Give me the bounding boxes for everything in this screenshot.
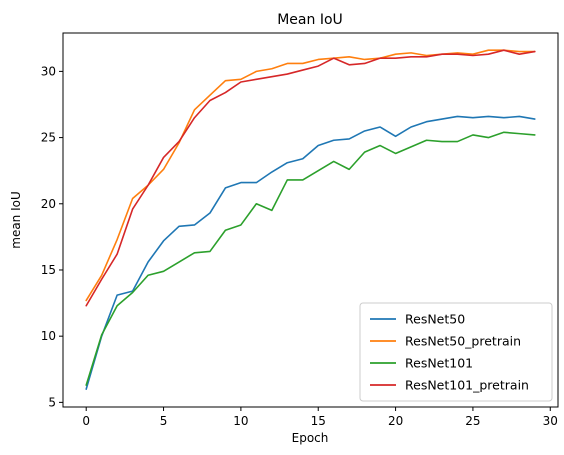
- x-axis: 0 5 10 15 20 25 30: [82, 407, 558, 428]
- y-tick-label: 15: [41, 263, 56, 277]
- x-tick-label: 10: [233, 414, 248, 428]
- x-tick-label: 5: [160, 414, 168, 428]
- series-line-4: [85, 49, 536, 307]
- y-tick-label: 5: [48, 395, 56, 409]
- series-line-1: [85, 115, 536, 390]
- y-tick-label: 10: [41, 329, 56, 343]
- y-axis-label: mean IoU: [9, 191, 23, 249]
- legend-label: ResNet101: [405, 356, 473, 371]
- legend: ResNet50 ResNet50_pretrain ResNet101 ResNet…: [359, 302, 553, 402]
- legend-label: ResNet101_pretrain: [405, 378, 529, 393]
- y-tick-label: 30: [41, 64, 56, 78]
- x-tick-label: 25: [465, 414, 480, 428]
- series-line-3: [85, 131, 536, 386]
- x-tick-label: 15: [311, 414, 326, 428]
- legend-label: ResNet50_pretrain: [405, 334, 521, 349]
- y-tick-label: 25: [41, 131, 56, 145]
- y-tick-label: 20: [41, 197, 56, 211]
- series-layer: [85, 49, 536, 390]
- x-tick-label: 20: [388, 414, 403, 428]
- x-tick-label: 0: [82, 414, 90, 428]
- legend-label: ResNet50: [405, 312, 465, 327]
- y-axis: 5 10 15 20 25 30: [41, 64, 63, 409]
- legend-box: [359, 302, 553, 402]
- chart-title: Mean IoU: [277, 12, 343, 28]
- series-line-2: [85, 49, 536, 302]
- plot-frame: [62, 32, 559, 408]
- x-tick-label: 30: [543, 414, 558, 428]
- x-axis-label: Epoch: [292, 431, 329, 445]
